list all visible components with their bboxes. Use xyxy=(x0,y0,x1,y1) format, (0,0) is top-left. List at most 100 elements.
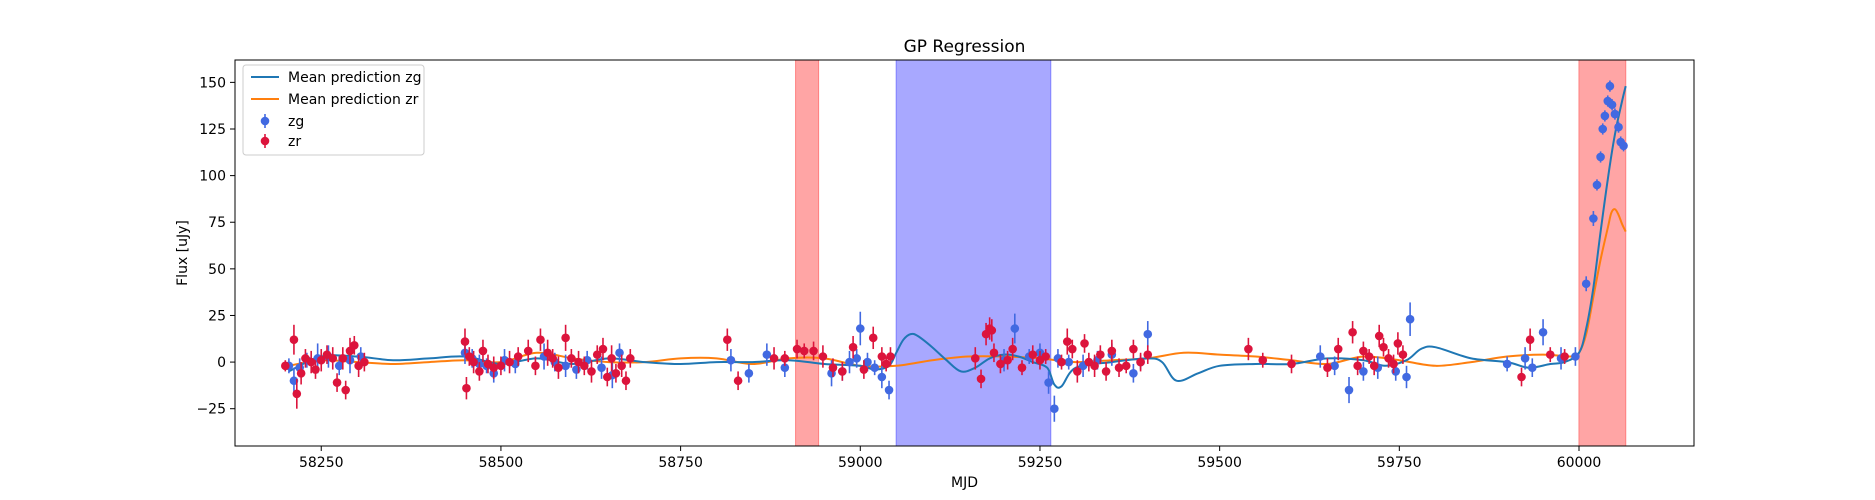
zg-point xyxy=(884,385,894,395)
zr-point xyxy=(543,348,552,358)
zr-point xyxy=(460,337,470,346)
zr-point xyxy=(469,357,478,367)
zg-point xyxy=(1610,109,1620,119)
zr-point xyxy=(1389,359,1398,369)
zr-point xyxy=(1143,350,1153,359)
zr-point xyxy=(1333,344,1343,354)
zr-point xyxy=(1114,363,1124,372)
legend-label-zr: zr xyxy=(288,134,301,150)
zr-point xyxy=(360,357,369,367)
zr-point xyxy=(579,361,589,371)
y-tick-label: 100 xyxy=(199,169,226,185)
zg-point xyxy=(1589,214,1598,223)
zr-point xyxy=(332,378,342,387)
zg-point xyxy=(1129,368,1138,378)
zr-point xyxy=(561,333,570,343)
zr-point xyxy=(1379,342,1388,352)
zr-point xyxy=(523,346,533,356)
zr-point xyxy=(799,346,809,356)
zg-point xyxy=(1502,359,1512,369)
zr-point xyxy=(1080,339,1089,348)
zg-point xyxy=(852,354,861,363)
zr-point xyxy=(1517,372,1526,382)
x-tick-label: 59500 xyxy=(1197,455,1242,471)
zg-point xyxy=(1600,111,1610,121)
zg-point xyxy=(780,363,790,372)
y-tick-label: 50 xyxy=(208,262,226,278)
zg-point xyxy=(1607,100,1617,110)
zr-point xyxy=(970,354,980,363)
zg-point xyxy=(762,350,772,359)
zr-point xyxy=(1057,357,1066,367)
shaded-region-red xyxy=(795,60,820,446)
zg-point xyxy=(845,357,854,367)
zr-point xyxy=(328,354,338,363)
zr-point xyxy=(1003,355,1012,365)
zr-point xyxy=(587,367,596,376)
zr-point xyxy=(1096,350,1105,359)
zg-point xyxy=(1538,327,1548,337)
zg-point xyxy=(615,348,624,358)
zr-point xyxy=(350,341,359,350)
zr-point xyxy=(1359,346,1368,356)
zg-point xyxy=(1405,314,1415,324)
zg-point xyxy=(855,324,865,333)
zr-point xyxy=(1101,367,1111,376)
zr-point xyxy=(341,385,350,395)
zg-point xyxy=(1050,404,1059,414)
zr-point xyxy=(828,363,838,372)
legend-label-mean-zg: Mean prediction zg xyxy=(288,70,422,86)
y-tick-label: 150 xyxy=(199,75,226,91)
zr-point xyxy=(611,368,621,378)
zr-point xyxy=(621,376,631,386)
zr-point xyxy=(548,354,557,363)
zr-point xyxy=(780,354,790,363)
zg-point xyxy=(561,361,570,371)
zr-point xyxy=(723,335,732,345)
zr-point xyxy=(478,346,488,356)
zg-point xyxy=(1598,124,1608,134)
zr-point xyxy=(989,348,999,358)
zr-point xyxy=(859,365,869,374)
zr-point xyxy=(1136,357,1145,367)
zr-point xyxy=(1398,350,1408,359)
zr-point xyxy=(877,352,887,361)
zg-point xyxy=(1581,279,1591,289)
zg-point xyxy=(1143,329,1153,339)
zr-point xyxy=(838,367,847,376)
zg-point xyxy=(726,355,736,365)
zr-point xyxy=(1560,352,1569,361)
zr-point xyxy=(602,372,612,382)
legend-label-mean-zr: Mean prediction zr xyxy=(288,92,419,108)
zg-point xyxy=(1571,352,1580,361)
zr-point xyxy=(292,389,302,399)
x-tick-label: 58250 xyxy=(299,455,344,471)
zr-point xyxy=(1364,352,1374,361)
zr-point xyxy=(809,346,818,356)
zr-point xyxy=(1244,344,1253,354)
zr-point xyxy=(976,374,986,384)
zr-point xyxy=(296,368,306,378)
legend-swatch-zg-point xyxy=(260,116,270,126)
zr-point xyxy=(536,335,545,345)
zr-point xyxy=(316,355,326,365)
zr-point xyxy=(311,365,320,374)
zr-point xyxy=(489,363,499,372)
zr-point xyxy=(1323,363,1332,372)
zr-point xyxy=(1258,355,1268,365)
zg-point xyxy=(1010,324,1020,333)
zg-point xyxy=(1330,361,1339,371)
zr-point xyxy=(848,342,858,352)
zg-point xyxy=(1315,352,1325,361)
zg-point xyxy=(572,365,581,374)
x-tick-label: 59250 xyxy=(1018,455,1063,471)
zr-point xyxy=(567,354,576,363)
x-tick-label: 59000 xyxy=(838,455,883,471)
zr-point xyxy=(1090,361,1099,371)
zr-point xyxy=(996,359,1005,369)
zr-point xyxy=(306,357,316,367)
legend-label-zg: zg xyxy=(288,114,304,130)
zr-point xyxy=(1129,344,1138,354)
zr-point xyxy=(617,361,626,371)
